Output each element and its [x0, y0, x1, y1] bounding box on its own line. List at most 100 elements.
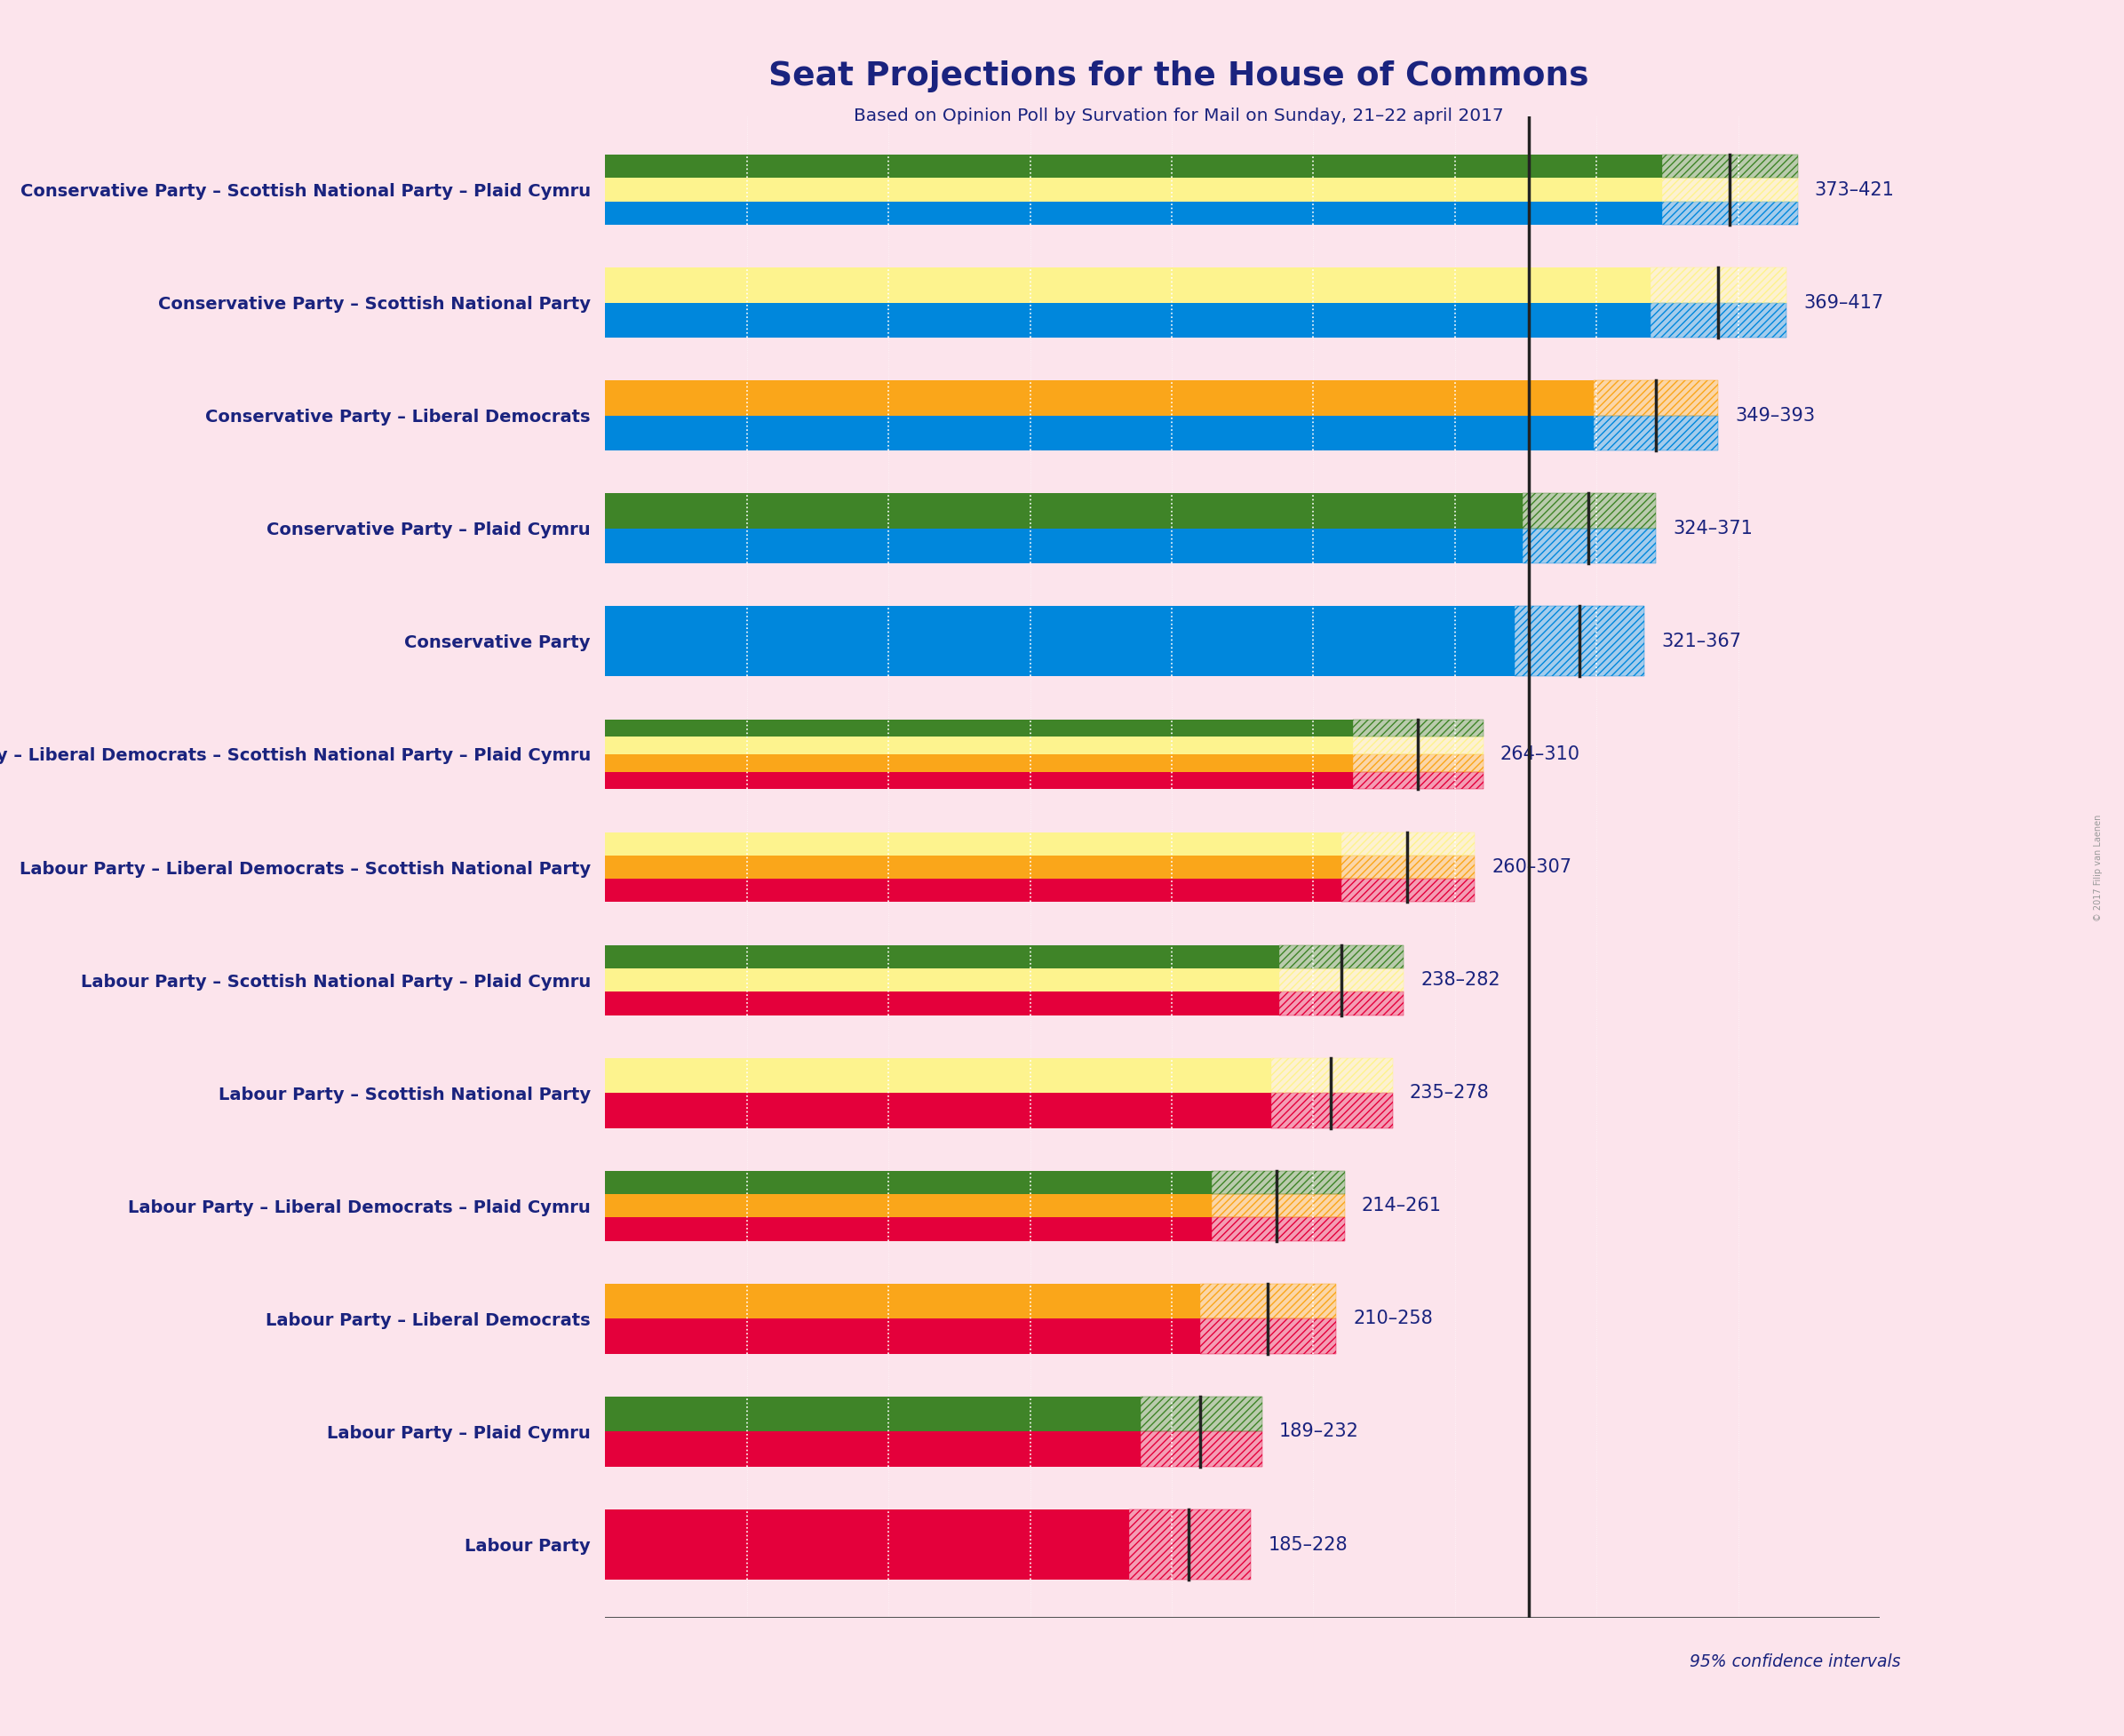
- Bar: [1270, 1057, 1393, 1094]
- Bar: [1661, 201, 1797, 224]
- Bar: [605, 528, 1523, 564]
- Bar: [605, 1217, 1211, 1241]
- Bar: [1270, 1094, 1393, 1128]
- Bar: [1211, 1194, 1344, 1217]
- Bar: [605, 606, 1514, 677]
- Bar: [605, 832, 1342, 856]
- Bar: [605, 415, 1593, 451]
- Bar: [605, 991, 1279, 1016]
- Bar: [1661, 155, 1797, 179]
- Bar: [1650, 267, 1786, 302]
- Bar: [605, 753, 1353, 773]
- Bar: [605, 1283, 1200, 1319]
- Bar: [1342, 878, 1474, 903]
- Bar: [1593, 380, 1718, 415]
- Text: 349–393: 349–393: [1735, 406, 1816, 424]
- Bar: [1514, 606, 1644, 677]
- Text: 214–261: 214–261: [1361, 1196, 1442, 1215]
- Bar: [605, 380, 1593, 415]
- Bar: [1342, 856, 1474, 878]
- Text: Based on Opinion Poll by Survation for Mail on Sunday, 21–22 april 2017: Based on Opinion Poll by Survation for M…: [854, 108, 1504, 125]
- Bar: [605, 736, 1353, 753]
- Bar: [1353, 736, 1483, 753]
- Bar: [605, 773, 1353, 790]
- Text: 189–232: 189–232: [1279, 1424, 1359, 1441]
- Bar: [1593, 380, 1718, 415]
- Bar: [605, 155, 1661, 179]
- Text: 185–228: 185–228: [1268, 1536, 1347, 1554]
- Bar: [1353, 736, 1483, 753]
- Bar: [605, 944, 1279, 969]
- Bar: [1593, 415, 1718, 451]
- Bar: [1661, 155, 1797, 179]
- Bar: [1270, 1057, 1393, 1094]
- Bar: [605, 1094, 1270, 1128]
- Text: © 2017 Filip van Laenen: © 2017 Filip van Laenen: [2094, 814, 2103, 922]
- Text: 373–421: 373–421: [1814, 181, 1895, 198]
- Bar: [1279, 969, 1404, 991]
- Text: 369–417: 369–417: [1803, 293, 1884, 311]
- Text: 321–367: 321–367: [1661, 632, 1742, 651]
- Bar: [605, 719, 1353, 736]
- Bar: [1270, 1094, 1393, 1128]
- Bar: [1342, 832, 1474, 856]
- Bar: [1141, 1432, 1262, 1467]
- Bar: [1342, 856, 1474, 878]
- Bar: [1200, 1319, 1336, 1354]
- Bar: [1514, 606, 1644, 677]
- Bar: [1661, 155, 1797, 179]
- Bar: [1661, 179, 1797, 201]
- Bar: [1211, 1194, 1344, 1217]
- Bar: [1141, 1432, 1262, 1467]
- Bar: [605, 1057, 1270, 1094]
- Bar: [1353, 773, 1483, 790]
- Text: 235–278: 235–278: [1410, 1083, 1489, 1102]
- Bar: [1342, 878, 1474, 903]
- Bar: [1141, 1397, 1262, 1432]
- Bar: [605, 267, 1650, 302]
- Bar: [1200, 1283, 1336, 1319]
- Bar: [1279, 991, 1404, 1016]
- Bar: [1270, 1057, 1393, 1094]
- Bar: [1353, 773, 1483, 790]
- Bar: [1661, 179, 1797, 201]
- Bar: [1270, 1094, 1393, 1128]
- Text: 210–258: 210–258: [1353, 1311, 1434, 1328]
- Bar: [1279, 991, 1404, 1016]
- Bar: [1211, 1170, 1344, 1194]
- Bar: [1279, 944, 1404, 969]
- Bar: [1141, 1432, 1262, 1467]
- Text: 95% confidence intervals: 95% confidence intervals: [1691, 1653, 1901, 1670]
- Bar: [605, 878, 1342, 903]
- Bar: [1650, 302, 1786, 337]
- Bar: [1353, 753, 1483, 773]
- Bar: [1211, 1217, 1344, 1241]
- Bar: [1141, 1397, 1262, 1432]
- Bar: [1211, 1217, 1344, 1241]
- Bar: [1279, 969, 1404, 991]
- Bar: [605, 856, 1342, 878]
- Bar: [1523, 493, 1657, 528]
- Bar: [1650, 267, 1786, 302]
- Bar: [1523, 528, 1657, 564]
- Bar: [1200, 1283, 1336, 1319]
- Bar: [1661, 179, 1797, 201]
- Bar: [605, 1170, 1211, 1194]
- Bar: [1523, 528, 1657, 564]
- Bar: [605, 1432, 1141, 1467]
- Bar: [605, 1319, 1200, 1354]
- Bar: [1353, 753, 1483, 773]
- Text: 238–282: 238–282: [1421, 970, 1500, 990]
- Bar: [1200, 1319, 1336, 1354]
- Bar: [1593, 380, 1718, 415]
- Bar: [1593, 415, 1718, 451]
- Bar: [1661, 201, 1797, 224]
- Bar: [1523, 528, 1657, 564]
- Bar: [1141, 1397, 1262, 1432]
- Bar: [1211, 1170, 1344, 1194]
- Bar: [1593, 415, 1718, 451]
- Bar: [1650, 302, 1786, 337]
- Bar: [1211, 1217, 1344, 1241]
- Bar: [605, 1510, 1130, 1580]
- Bar: [1353, 736, 1483, 753]
